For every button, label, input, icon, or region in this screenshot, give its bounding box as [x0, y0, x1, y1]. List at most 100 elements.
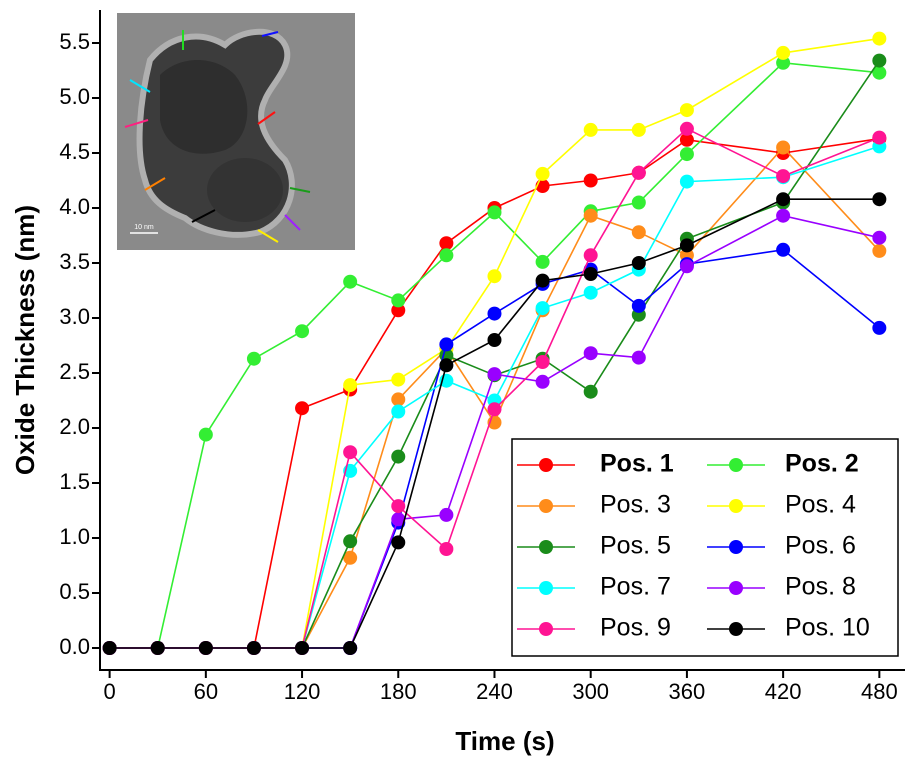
legend-marker [539, 458, 553, 472]
data-point [487, 367, 502, 382]
legend-marker [729, 581, 743, 595]
data-point [439, 507, 454, 522]
legend-label: Pos. 7 [600, 573, 671, 601]
data-point [198, 641, 213, 655]
data-point [679, 132, 694, 147]
x-tick-label: 60 [194, 679, 218, 704]
data-point [872, 230, 887, 245]
legend-marker [729, 458, 743, 472]
data-point [535, 273, 550, 288]
legend-label: Pos. 6 [785, 532, 856, 560]
data-point [776, 242, 791, 257]
data-point [535, 166, 550, 181]
legend-label: Pos. 8 [785, 573, 856, 601]
legend: Pos. 1 Pos. 2 Pos. 3 Pos. 4 Pos. 5 Pos. 6 Pos.… [511, 438, 899, 657]
x-tick-label: 480 [861, 679, 898, 704]
data-point [343, 534, 358, 549]
legend-label: Pos. 10 [785, 614, 870, 642]
data-point [535, 301, 550, 316]
y-tick-label: 2.0 [59, 414, 90, 439]
data-point [583, 173, 598, 188]
legend-label: Pos. 4 [785, 491, 856, 519]
data-point [391, 372, 406, 387]
legend-marker [539, 499, 553, 513]
data-point [631, 225, 646, 240]
data-point [343, 274, 358, 289]
data-point [872, 192, 887, 207]
data-point [535, 374, 550, 389]
y-tick-label: 2.5 [59, 359, 90, 384]
data-point [102, 641, 117, 655]
data-point [391, 512, 406, 527]
legend-marker [539, 581, 553, 595]
y-tick-label: 4.0 [59, 194, 90, 219]
data-point [631, 256, 646, 270]
data-point [872, 53, 887, 68]
data-point [391, 303, 406, 318]
data-point [439, 248, 454, 263]
data-point [631, 298, 646, 313]
legend-marker [729, 622, 743, 636]
y-tick-label: 1.5 [59, 469, 90, 494]
data-point [776, 140, 791, 155]
y-tick-label: 5.5 [59, 29, 90, 54]
x-tick-label: 420 [765, 679, 802, 704]
data-point [776, 192, 791, 207]
y-axis-title: Oxide Thickness (nm) [10, 205, 40, 475]
series [102, 192, 887, 655]
data-point [631, 122, 646, 137]
data-point [391, 293, 406, 308]
data-point [583, 248, 598, 263]
y-tick-label: 4.5 [59, 139, 90, 164]
data-point [487, 333, 502, 347]
data-point [439, 358, 454, 373]
x-tick-label: 120 [284, 679, 321, 704]
data-point [343, 378, 358, 393]
data-point [679, 238, 694, 253]
data-point [246, 641, 261, 655]
data-point [631, 350, 646, 365]
data-point [679, 147, 694, 162]
legend-label: Pos. 1 [600, 450, 674, 478]
data-point [391, 449, 406, 464]
data-point [631, 165, 646, 180]
data-point [487, 205, 502, 220]
series [102, 55, 887, 655]
data-point [343, 641, 358, 655]
legend-marker [729, 499, 743, 513]
data-point [583, 346, 598, 361]
inset-image: 10 nm [117, 13, 355, 250]
legend-marker [539, 622, 553, 636]
data-point [487, 402, 502, 417]
data-point [583, 285, 598, 300]
data-point [776, 169, 791, 184]
data-point [631, 195, 646, 210]
data-point [535, 254, 550, 269]
y-tick-label: 0.0 [59, 634, 90, 659]
data-point [872, 31, 887, 46]
data-point [295, 641, 310, 655]
y-tick-label: 0.5 [59, 579, 90, 604]
data-point [246, 351, 261, 366]
data-point [872, 320, 887, 335]
y-tick-label: 3.5 [59, 249, 90, 274]
data-point [198, 427, 213, 442]
data-point [439, 337, 454, 352]
x-tick-label: 180 [380, 679, 417, 704]
data-point [391, 535, 406, 550]
data-point [679, 174, 694, 189]
data-point [391, 392, 406, 407]
data-point [583, 384, 598, 399]
legend-label: Pos. 9 [600, 614, 671, 642]
data-point [583, 267, 598, 281]
x-tick-label: 0 [103, 679, 115, 704]
data-point [872, 243, 887, 258]
data-point [295, 401, 310, 416]
data-point [776, 55, 791, 70]
data-point [391, 404, 406, 419]
x-axis-title: Time (s) [455, 726, 554, 756]
y-tick-label: 1.0 [59, 524, 90, 549]
data-point [679, 103, 694, 118]
x-tick-label: 360 [669, 679, 706, 704]
